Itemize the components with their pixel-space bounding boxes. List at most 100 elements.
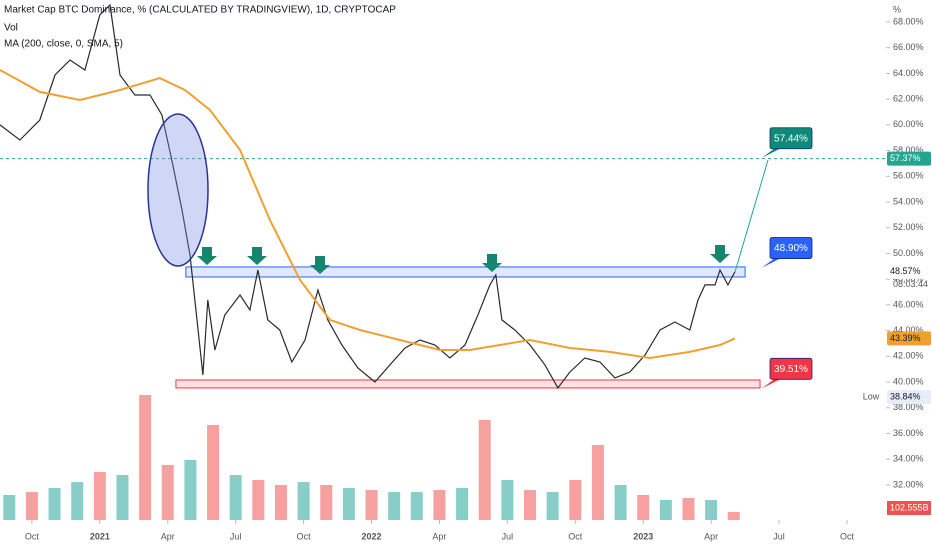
y-tick-label: 54.00% [893,196,924,206]
legend-vol: Vol [4,23,18,34]
volume-bar [659,500,672,520]
x-tick-label: Oct [568,531,583,541]
zone [185,266,746,278]
x-tick-label: Apr [432,531,446,541]
volume-bar [546,492,559,520]
last-price-label: 48.57% [890,266,921,276]
x-tick-label: Jul [230,531,242,541]
callout-box [769,237,813,259]
volume-bar [501,480,514,520]
volume-bar [524,490,537,520]
volume-bar [591,445,604,520]
ma-line [0,69,736,360]
y-tick-label: 44.00% [893,325,924,335]
volume-bar [727,511,740,520]
down-arrow [197,247,217,265]
y-tick-label: 60.00% [893,119,924,129]
x-tick-label: Oct [25,531,40,541]
callout-label: 48.90% [774,243,808,254]
volume-bar [139,395,152,520]
volume-bar [93,472,106,520]
callout-box [769,357,813,380]
y-tick-label: 52.00% [893,222,924,232]
callout-pointer [762,258,780,268]
x-tick-label: 2023 [633,531,653,541]
volume-bar [433,490,446,520]
y-tick-label: 66.00% [893,42,924,52]
legend-ma: MA (200, close, 0, SMA, 5) [4,39,123,50]
volume-bar [71,482,84,520]
y-tick-label: 68.00% [893,16,924,26]
projection-line [734,159,769,273]
volume-bar [3,495,16,520]
low-label-box [887,389,931,404]
volume-bar [682,497,695,520]
y-tick-label: 58.00% [893,145,924,155]
down-arrow [482,254,502,272]
chart-title: Market Cap BTC Dominance, % (CALCULATED … [4,5,396,16]
volume-bar [365,490,378,520]
y-tick-label: 36.00% [893,428,924,438]
x-tick-label: 2021 [90,531,110,541]
volume-bar [207,425,220,520]
y-tick-label: 46.00% [893,299,924,309]
volume-label: 102.555B [890,502,929,512]
x-tick-label: Oct [297,531,312,541]
volume-bar [274,485,287,520]
axis-unit: % [893,4,901,14]
volume-bar [569,480,582,520]
plot-area [0,3,885,520]
volume-bar [229,475,242,520]
volume-bar [184,460,197,520]
down-arrow [247,247,267,265]
callout-pointer [762,148,780,158]
y-tick-label: 40.00% [893,376,924,386]
last-price-label-box [887,264,931,279]
highlight-ellipse [147,113,209,267]
volume-bar [342,487,355,520]
volume-bar [48,487,61,520]
y-tick-label: 50.00% [893,248,924,258]
y-tick-label: 62.00% [893,94,924,104]
volume-bar [637,495,650,520]
y-tick-label: 34.00% [893,454,924,464]
x-tick-label: Jul [502,531,514,541]
x-tick-label: 2022 [362,531,382,541]
volume-bar [456,487,469,520]
x-tick-label: Oct [840,531,855,541]
y-tick-label: 32.00% [893,479,924,489]
countdown: 08:03:44 [893,279,928,289]
volume-bar [116,475,129,520]
callout-pointer [762,379,780,389]
x-tick-label: Apr [161,531,175,541]
y-tick-label: 42.00% [893,351,924,361]
down-arrow [710,245,730,263]
overlay: 30.00%32.00%34.00%36.00%38.00%40.00%42.0… [25,16,931,541]
target-label-box [887,151,931,166]
callout-label: 57.44% [774,133,808,144]
low-caption: Low [863,391,880,401]
low-label: 38.84% [890,391,921,401]
time-axis-band [0,520,886,550]
y-tick-label: 56.00% [893,171,924,181]
volume-label-box [887,500,931,515]
y-tick-label: 38.00% [893,402,924,412]
volume-bar [297,482,310,520]
ma-label: 43.39% [890,333,921,343]
x-tick-label: Apr [704,531,718,541]
y-tick-label: 64.00% [893,68,924,78]
target-label: 57.37% [890,153,921,163]
ma-label-box [887,331,931,346]
volume-bar [478,420,491,520]
volume-bar [252,480,265,520]
x-tick-label: Jul [773,531,785,541]
callout-box [769,127,813,150]
zone [175,379,761,389]
volume-bar [705,500,718,520]
callout-label: 39.51% [774,364,808,375]
volume-bar [614,485,627,520]
signal-arrows [197,245,730,274]
volume-bar [320,485,333,520]
